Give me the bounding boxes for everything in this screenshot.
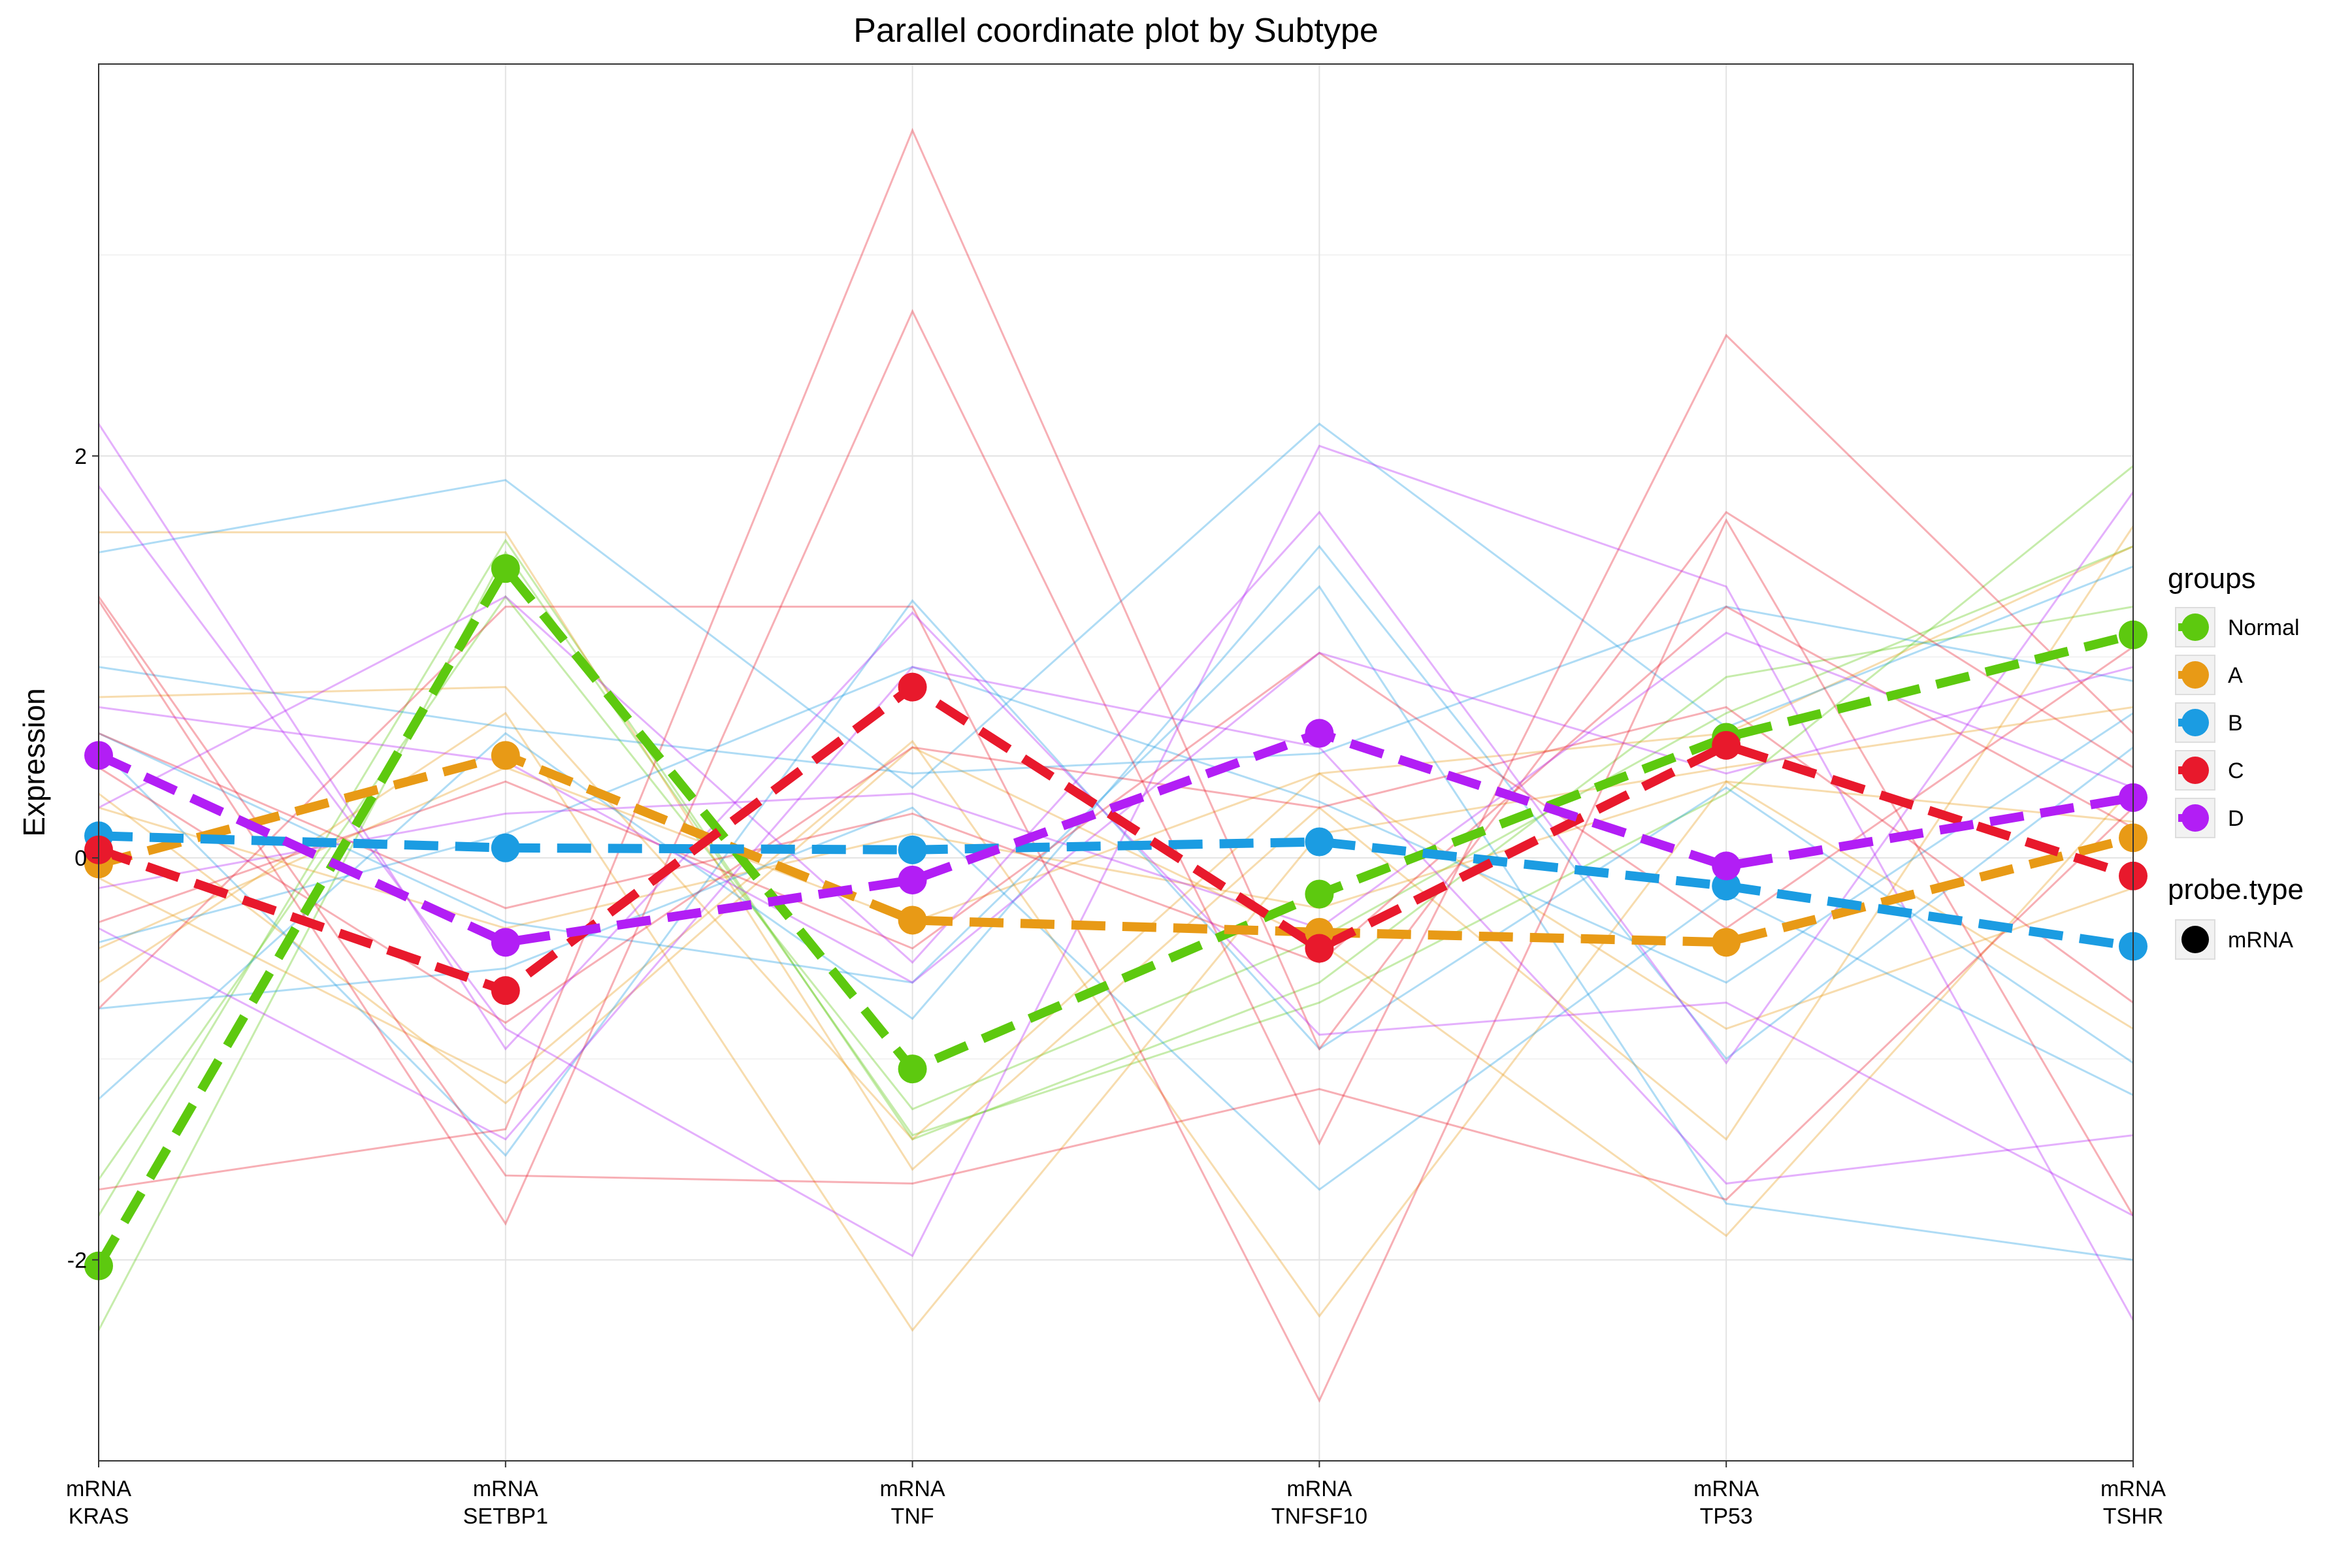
sample-line-a [98,746,2134,1237]
sample-line-c [98,645,2134,950]
sample-line-b [98,422,2134,789]
mean-point-b [1712,872,1741,901]
legend-label-b: B [2228,711,2243,736]
legend-probe-items: mRNA [2175,919,2293,960]
x-tick-label-line1: mRNA [1286,1477,1352,1501]
plot-panel-border [98,63,2134,1462]
y-tick-label: -2 [67,1248,87,1273]
mean-point-b [898,835,927,864]
y-axis-title: Expression [17,688,51,837]
mean-points-layer [84,554,2148,1281]
sample-line-b [98,606,2134,775]
mean-lines-layer [94,560,2135,1269]
x-tick-label-line1: mRNA [473,1477,538,1501]
legend-key-point [2181,661,2209,689]
sample-line-c [97,596,2134,1201]
mean-point-b [1305,827,1334,857]
x-axis: mRNA KRAS mRNA SETBP1 mRNA TNF mRNA TNFSF10 mRNA… [66,1461,2166,1529]
y-axis: -2 0 2 [67,444,99,1273]
sample-line-b [97,599,2134,1157]
mean-point-d [1712,851,1741,881]
mean-point-a [1712,928,1741,957]
mean-point-d [898,865,927,894]
mean-point-normal [491,554,520,583]
sample-line-c [98,127,2134,1191]
legend-label-probe: mRNA [2228,928,2293,953]
mean-line-c [97,681,2135,996]
x-tick-label-line1: mRNA [66,1477,131,1501]
sample-line-c [97,518,2134,1403]
legend-label-a: A [2228,663,2243,688]
x-tick-label-line2: TSHR [2103,1504,2164,1529]
sample-line-a [98,706,2134,1332]
mean-point-b [491,833,520,862]
mean-point-c [1712,730,1741,760]
mean-point-a [898,906,927,935]
sample-line-b [98,666,2134,984]
mean-line-d [97,728,2134,947]
legend-probe-title: probe.type [2168,874,2304,906]
legend-key-point [2181,709,2209,736]
x-tick-label-line2: TNF [891,1504,934,1529]
sample-line-d [97,423,2134,1217]
legend-key-point [2181,613,2209,641]
mean-point-c [898,672,927,702]
legend-label-d: D [2228,806,2244,831]
sample-line-d [98,666,2134,1185]
mean-point-d [1305,719,1334,748]
grid-layer [98,64,2134,1462]
legend-key-point-black [2181,926,2209,953]
x-tick-label-line1: mRNA [880,1477,945,1501]
mean-point-c [491,976,520,1005]
sample-line-normal [97,545,2134,1181]
sample-line-d [98,491,2134,1065]
x-tick-label-line1: mRNA [1693,1477,1759,1501]
sample-line-a [98,740,2134,1318]
mean-point-d [491,928,520,957]
mean-line-b [98,831,2134,951]
sample-line-c [98,706,2134,1024]
legend-key-point [2181,804,2209,832]
sample-line-c [98,605,2134,964]
chart-title: Parallel coordinate plot by Subtype [853,12,1379,50]
sample-line-b [98,585,2134,1261]
legend-key-point [2181,757,2209,784]
mean-point-c [1305,934,1334,963]
mean-point-normal [898,1054,927,1084]
sample-line-c [97,308,2134,1226]
y-tick-label: 2 [74,444,87,469]
mean-point-normal [1305,879,1334,909]
sample-line-a [98,766,2134,1030]
mean-line-a [97,750,2134,947]
sample-line-b [97,544,2134,1100]
sample-line-d [98,631,2134,930]
x-tick-label-line1: mRNA [2100,1477,2166,1501]
mean-point-a [491,741,520,770]
individual-lines-layer [97,127,2134,1403]
x-tick-label-line2: TP53 [1700,1504,1753,1529]
x-tick-label-line2: TNFSF10 [1271,1504,1367,1529]
legend-label-normal: Normal [2228,615,2300,640]
mean-line-normal [94,560,2134,1269]
sample-line-a [99,525,2134,1171]
sample-line-normal [97,538,2134,1217]
legend-groups-title: groups [2168,563,2256,595]
y-tick-label: 0 [74,846,87,871]
sample-line-d [97,444,2134,1321]
x-tick-label-line2: KRAS [69,1504,129,1529]
legend-label-c: C [2228,759,2244,783]
x-tick-label-line2: SETBP1 [463,1504,548,1529]
